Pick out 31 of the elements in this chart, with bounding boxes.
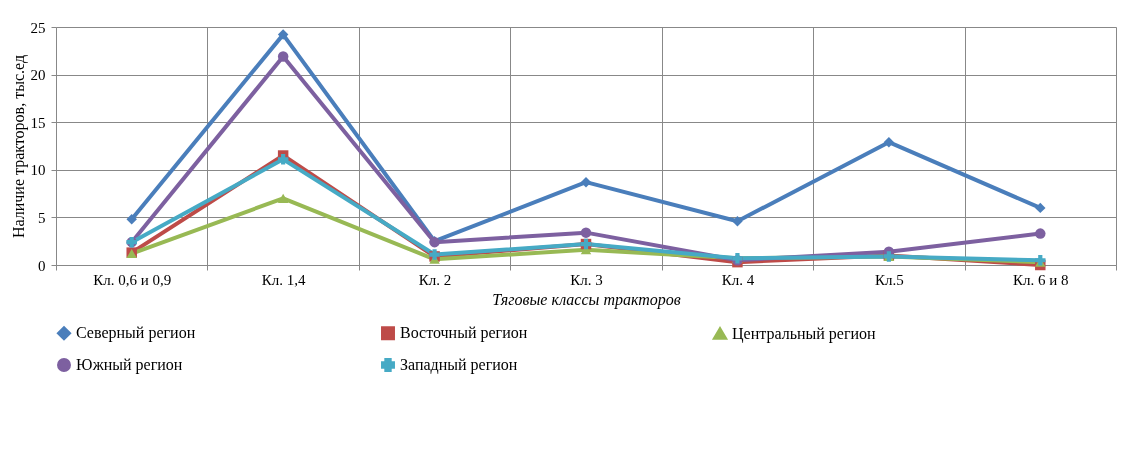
x-tick-label: Кл. 3	[570, 271, 603, 288]
point	[277, 154, 289, 165]
point	[277, 51, 289, 62]
x-tick-label: Кл. 0,6 и 0,9	[93, 271, 172, 288]
legend-label: Восточный регион	[400, 324, 528, 343]
x-tick-label: Кл.5	[874, 271, 904, 288]
x-tick-label: Кл. 1,4	[261, 271, 307, 288]
point	[580, 227, 592, 238]
point	[1035, 202, 1046, 214]
y-tick-label: 5	[38, 209, 46, 226]
legend-label: Центральный регион	[732, 324, 877, 343]
point	[883, 136, 895, 148]
point	[580, 176, 592, 188]
legend-label: Южный регион	[76, 356, 183, 374]
legend-label: Северный регион	[76, 324, 196, 343]
point	[277, 193, 289, 203]
y-tick-label: 0	[38, 257, 46, 274]
point	[732, 215, 743, 227]
y-tick-label: 15	[30, 114, 46, 131]
y-axis-title: Наличие тракторов, тыс.ед	[9, 54, 28, 239]
y-tick-label: 25	[30, 19, 46, 36]
x-tick-label: Кл. 6 и 8	[1013, 271, 1069, 288]
x-tick-label: Кл. 4	[721, 271, 755, 288]
point	[277, 29, 289, 40]
x-tick-label: Кл. 2	[418, 271, 452, 288]
x-axis-title: Тяговые классы тракторов	[492, 290, 681, 309]
point	[126, 214, 137, 225]
y-tick-label: 10	[30, 162, 46, 179]
legend-label: Западный регион	[400, 356, 518, 374]
y-tick-label: 20	[30, 67, 46, 84]
point	[1035, 228, 1046, 239]
